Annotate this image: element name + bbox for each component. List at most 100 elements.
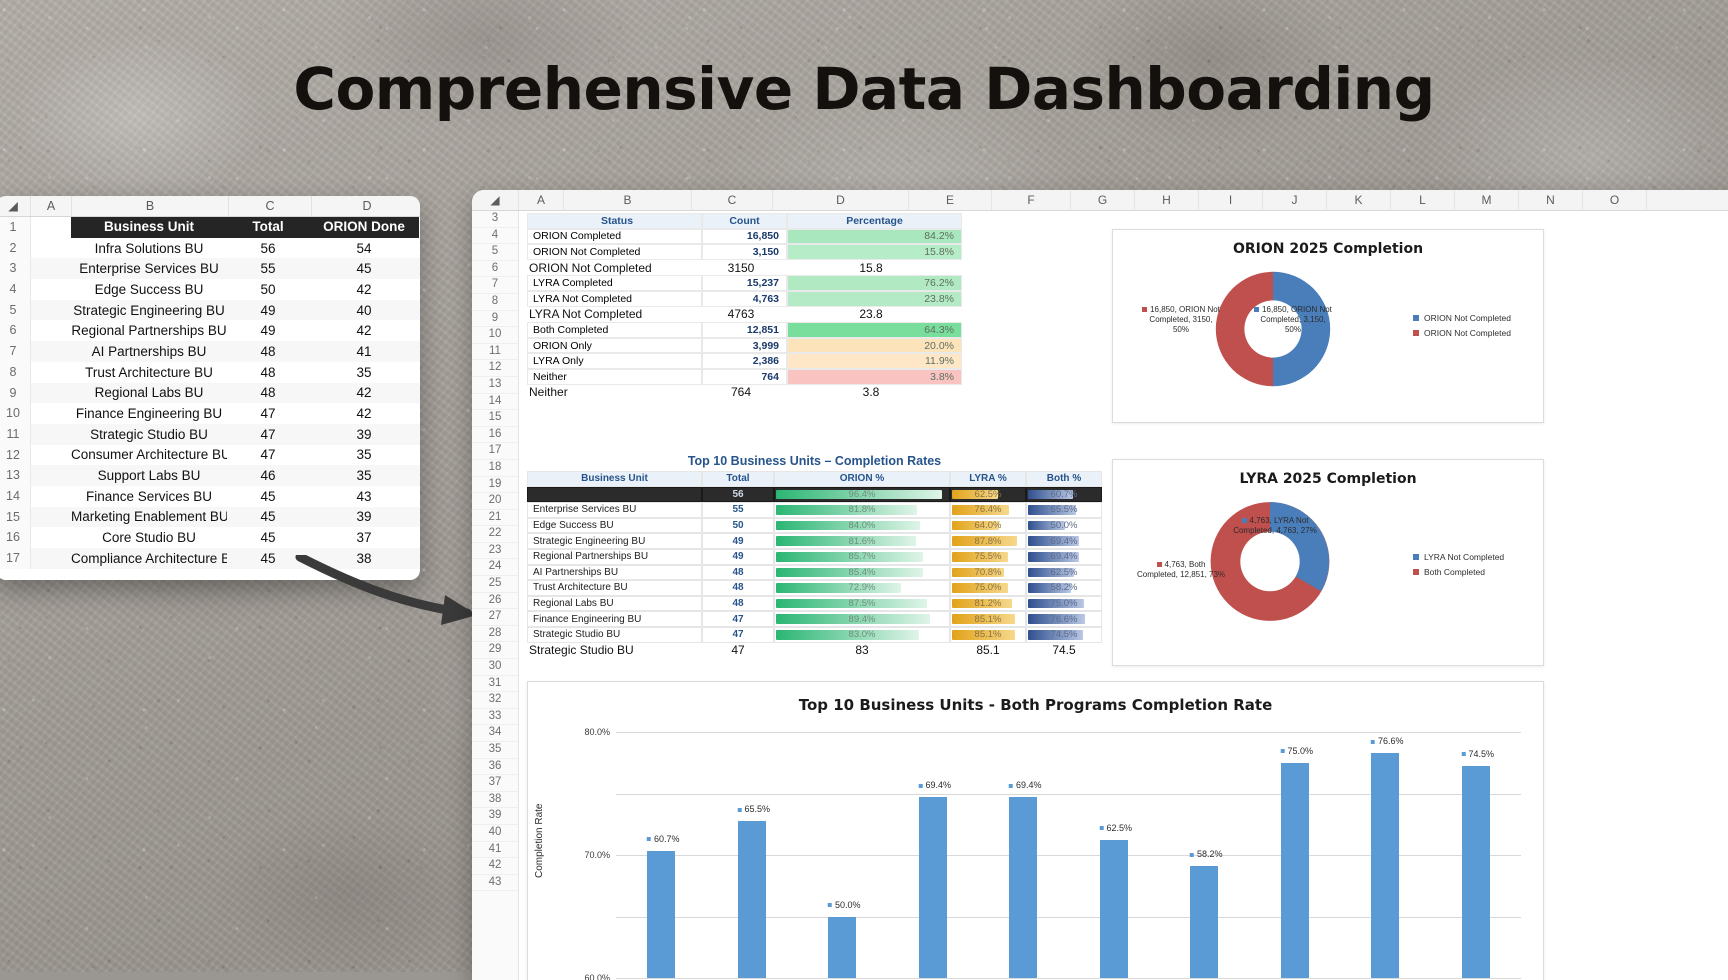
top10-table-row[interactable]: 56 96.4% 62.5% 60.7%: [527, 486, 1102, 503]
left-sheet-row[interactable]: 15 Marketing Enablement BU 45 39: [0, 506, 420, 528]
orion-completion-donut-chart[interactable]: ORION 2025 Completion 16,850, ORION Not …: [1112, 229, 1544, 423]
status-table-row[interactable]: ORION Not Completed 3150 15.8: [527, 260, 962, 276]
row-number[interactable]: 25: [472, 576, 518, 593]
cell-a[interactable]: [31, 486, 71, 507]
row-number[interactable]: 1: [0, 217, 31, 238]
cell-total[interactable]: 48: [260, 385, 276, 401]
top10-cell-both[interactable]: 65.5%: [1026, 502, 1102, 518]
status-table-row[interactable]: ORION Only 3,999 20.0%: [527, 337, 962, 354]
cell-orion-done[interactable]: 39: [356, 426, 372, 442]
status-cell-percentage[interactable]: 64.3%: [787, 322, 962, 338]
status-table-row[interactable]: Neither 764 3.8%: [527, 368, 962, 385]
status-cell-percentage[interactable]: 23.8: [859, 307, 883, 322]
row-number[interactable]: 9: [0, 382, 31, 404]
top10-cell-lyra[interactable]: 70.8%: [950, 564, 1026, 581]
top10-cell-both[interactable]: 76.6%: [1026, 611, 1102, 627]
cell-total[interactable]: 46: [260, 468, 276, 484]
status-cell-count[interactable]: 12,851: [702, 322, 787, 338]
left-sheet-row[interactable]: 7 AI Partnerships BU 48 41: [0, 341, 420, 362]
top10-cell-both[interactable]: 74.5%: [1026, 626, 1102, 643]
row-number[interactable]: 32: [472, 692, 518, 709]
top10-cell-unit[interactable]: Strategic Engineering BU: [527, 533, 702, 549]
status-cell-percentage[interactable]: 11.9%: [787, 353, 962, 369]
row-number[interactable]: 2: [0, 237, 31, 259]
left-sheet-row[interactable]: 9 Regional Labs BU 48 42: [0, 382, 420, 404]
status-table-row[interactable]: Both Completed 12,851 64.3%: [527, 322, 962, 338]
cell-business-unit[interactable]: Regional Partnerships BU: [71, 323, 227, 339]
top10-cell-lyra[interactable]: 76.4%: [950, 502, 1026, 518]
cell-a[interactable]: [31, 279, 71, 300]
row-number[interactable]: 14: [0, 485, 31, 507]
row-number[interactable]: 21: [472, 510, 518, 527]
cell-orion-done[interactable]: 43: [356, 488, 372, 504]
row-number[interactable]: 15: [0, 506, 31, 528]
top10-table-row[interactable]: Regional Partnerships BU 49 85.7% 75.5% 69.4…: [527, 548, 1102, 565]
status-table-row[interactable]: ORION Not Completed 3,150 15.8%: [527, 244, 962, 260]
status-table-row[interactable]: LYRA Only 2,386 11.9%: [527, 353, 962, 369]
cell-orion-done[interactable]: 35: [356, 447, 372, 463]
status-cell-count[interactable]: 764: [702, 368, 787, 385]
cell-orion-done[interactable]: 45: [356, 261, 372, 277]
row-number[interactable]: 22: [472, 526, 518, 543]
right-col-header-A[interactable]: A: [519, 190, 564, 210]
row-number[interactable]: 16: [0, 527, 31, 548]
row-number[interactable]: 31: [472, 676, 518, 693]
cell-total[interactable]: 47: [260, 406, 276, 422]
status-cell-percentage[interactable]: 20.0%: [787, 337, 962, 354]
cell-orion-done[interactable]: 37: [356, 530, 372, 546]
left-sheet-row[interactable]: 17 Compliance Architecture B 45 38: [0, 548, 420, 569]
lyra-completion-donut-chart[interactable]: LYRA 2025 Completion 4,763, LYRA Not Com…: [1112, 459, 1544, 666]
cell-total[interactable]: 48: [260, 343, 276, 359]
row-number[interactable]: 12: [472, 360, 518, 377]
cell-total[interactable]: 45: [260, 550, 276, 566]
cell-orion-done[interactable]: 42: [356, 323, 372, 339]
cell-business-unit[interactable]: Infra Solutions BU: [94, 240, 204, 256]
both-programs-bar-chart[interactable]: Top 10 Business Units - Both Programs Co…: [527, 681, 1544, 980]
top10-cell-unit[interactable]: Regional Labs BU: [527, 595, 702, 612]
top10-cell-orion[interactable]: 81.8%: [774, 502, 950, 518]
cell-orion-done[interactable]: 35: [356, 468, 372, 484]
cell-orion-done[interactable]: 54: [356, 240, 372, 256]
right-col-header-E[interactable]: E: [909, 190, 992, 210]
formula-cell-lyra[interactable]: 85.1: [976, 643, 1000, 658]
left-sheet-row[interactable]: 1 Business Unit Total ORION Done: [0, 217, 420, 238]
right-col-header-M[interactable]: M: [1455, 190, 1519, 210]
top10-cell-both[interactable]: 62.5%: [1026, 564, 1102, 581]
cell-a[interactable]: [31, 238, 71, 259]
cell-a[interactable]: [31, 506, 71, 528]
cell-total[interactable]: 49: [260, 323, 276, 339]
status-cell-count[interactable]: 3150: [727, 260, 755, 275]
top10-cell-unit[interactable]: Strategic Studio BU: [527, 626, 702, 643]
cell-a[interactable]: [31, 527, 71, 548]
top10-cell-lyra[interactable]: 81.2%: [950, 595, 1026, 612]
row-number[interactable]: 17: [472, 443, 518, 460]
row-number[interactable]: 41: [472, 842, 518, 859]
top10-table-row[interactable]: Strategic Studio BU 47 83.0% 85.1% 74.5%: [527, 626, 1102, 643]
left-sheet-row[interactable]: 11 Strategic Studio BU 47 39: [0, 423, 420, 445]
status-cell-status[interactable]: ORION Completed: [527, 228, 702, 245]
status-cell-count[interactable]: 3,999: [702, 337, 787, 354]
top10-cell-lyra[interactable]: 75.0%: [950, 580, 1026, 596]
top10-cell-orion[interactable]: 96.4%: [774, 486, 950, 503]
cell-total[interactable]: 49: [260, 302, 276, 318]
cell-orion-done[interactable]: 39: [356, 509, 372, 525]
cell-business-unit[interactable]: Edge Success BU: [94, 281, 204, 297]
row-number[interactable]: 23: [472, 543, 518, 560]
row-number[interactable]: 37: [472, 775, 518, 792]
top10-table-row[interactable]: Edge Success BU 50 84.0% 64.0% 50.0%: [527, 517, 1102, 534]
status-cell-status[interactable]: LYRA Not Completed: [529, 307, 643, 322]
top10-cell-total[interactable]: 49: [702, 533, 774, 549]
cell-total[interactable]: 55: [260, 261, 276, 277]
top10-table-row[interactable]: Strategic Engineering BU 49 81.6% 87.8% 69.4…: [527, 533, 1102, 549]
top10-table-row[interactable]: Finance Engineering BU 47 89.4% 85.1% 76.6%: [527, 611, 1102, 627]
row-number[interactable]: 35: [472, 742, 518, 759]
left-spreadsheet-window[interactable]: ◢ A B C D 1 Business Unit Total ORION Done 2 Infr…: [0, 196, 420, 580]
top10-cell-lyra[interactable]: 62.5%: [950, 486, 1026, 503]
top10-cell-total[interactable]: 47: [702, 611, 774, 627]
top10-cell-both[interactable]: 58.2%: [1026, 580, 1102, 596]
status-table-row[interactable]: LYRA Completed 15,237 76.2%: [527, 275, 962, 291]
cell-orion-done[interactable]: 42: [356, 385, 372, 401]
right-col-header-F[interactable]: F: [992, 190, 1071, 210]
status-cell-count[interactable]: 4763: [727, 307, 755, 322]
top10-cell-orion[interactable]: 85.4%: [774, 564, 950, 581]
